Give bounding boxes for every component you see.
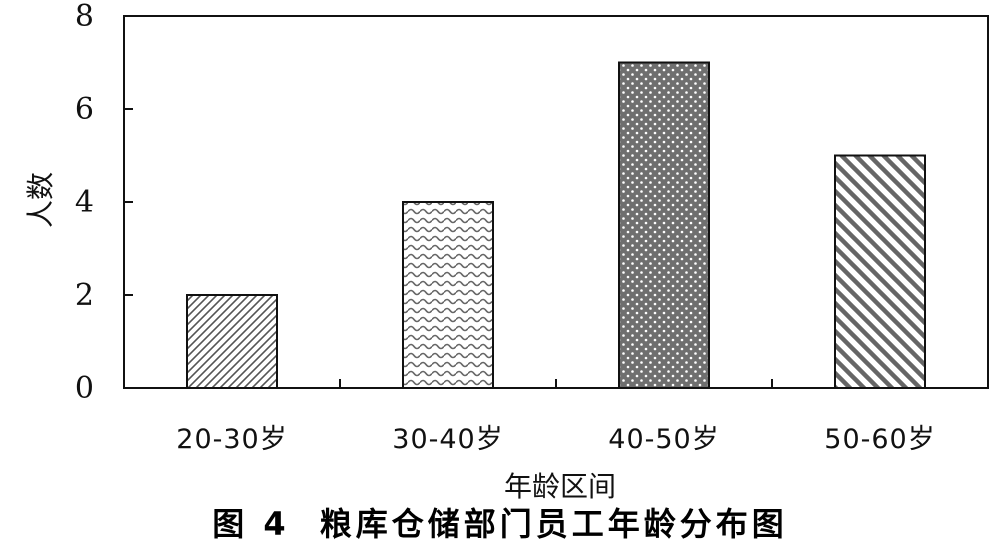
x-axis-tick-labels: 20-30岁 30-40岁 40-50岁 50-60岁 bbox=[176, 424, 935, 455]
bar-2 bbox=[402, 201, 494, 389]
y-axis-label: 人数 bbox=[24, 172, 57, 228]
y-tick-label: 4 bbox=[75, 185, 94, 220]
x-tick-label: 40-50岁 bbox=[608, 424, 719, 455]
y-axis-tick-labels: 0 2 4 6 8 bbox=[75, 0, 94, 406]
plot-area bbox=[123, 15, 989, 389]
y-tick-label: 0 bbox=[75, 371, 94, 406]
y-tick-label: 2 bbox=[75, 278, 94, 313]
bar-1 bbox=[186, 294, 278, 389]
figure-title: 粮库仓储部门员工年龄分布图 bbox=[320, 505, 788, 543]
x-tick-label: 50-60岁 bbox=[824, 424, 935, 455]
figure-caption: 图 4 粮库仓储部门员工年龄分布图 bbox=[212, 505, 787, 543]
y-tick-label: 6 bbox=[75, 92, 94, 127]
y-axis-ticks bbox=[124, 15, 133, 389]
x-tick-label: 30-40岁 bbox=[392, 424, 503, 455]
y-tick-label: 8 bbox=[75, 0, 94, 34]
x-axis-ticks bbox=[339, 379, 773, 388]
bars bbox=[186, 61, 926, 389]
bar-4 bbox=[834, 154, 926, 389]
figure-number: 图 4 bbox=[212, 505, 289, 543]
bar-3 bbox=[618, 61, 710, 389]
x-axis-label: 年龄区间 bbox=[504, 470, 616, 503]
x-tick-label: 20-30岁 bbox=[176, 424, 287, 455]
